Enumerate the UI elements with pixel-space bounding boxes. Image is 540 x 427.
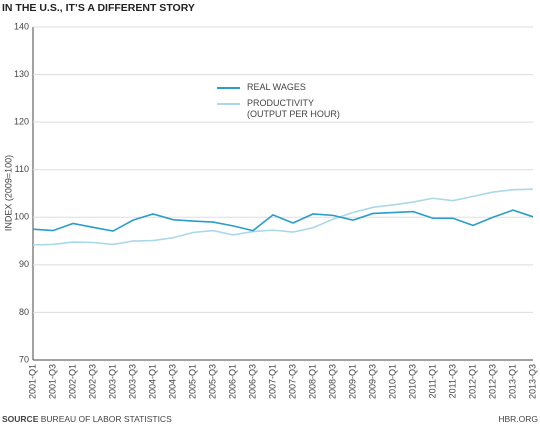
source-text: BUREAU OF LABOR STATISTICS	[40, 414, 172, 424]
x-tick-label: 2001-Q3	[47, 364, 57, 399]
x-tick-label: 2011-Q3	[447, 364, 457, 398]
x-tick-label: 2008-Q3	[327, 364, 337, 399]
credit: HBR.ORG	[498, 414, 538, 424]
y-tick-label: 110	[15, 164, 29, 174]
x-tick-label: 2009-Q1	[347, 364, 357, 399]
y-tick-label: 80	[19, 307, 29, 317]
x-tick-label: 2001-Q1	[27, 364, 37, 399]
x-tick-label: 2013-Q3	[527, 364, 537, 399]
x-tick-label: 2005-Q1	[187, 364, 197, 399]
series-line	[32, 188, 534, 246]
x-tick-label: 2010-Q3	[407, 364, 417, 399]
x-tick-label: 2006-Q3	[247, 364, 257, 399]
y-tick-label: 130	[14, 69, 29, 79]
y-tick-label: 90	[19, 259, 29, 269]
source-label: SOURCE	[2, 414, 39, 424]
y-tick-label: 100	[14, 212, 29, 222]
x-tick-label: 2004-Q1	[147, 364, 157, 399]
legend-label: PRODUCTIVITY (OUTPUT PER HOUR)	[247, 98, 340, 119]
x-tick-label: 2013-Q1	[507, 364, 517, 399]
y-tick-label: 140	[14, 21, 29, 31]
y-axis-title: INDEX (2009=100)	[3, 155, 13, 231]
source: SOURCE BUREAU OF LABOR STATISTICS	[2, 414, 172, 424]
series-line	[32, 209, 534, 232]
x-tick-label: 2012-Q1	[467, 364, 477, 399]
chart-title: IN THE U.S., IT’S A DIFFERENT STORY	[2, 2, 195, 14]
x-tick-label: 2009-Q3	[367, 364, 377, 399]
x-tick-label: 2010-Q1	[387, 364, 397, 399]
y-tick-label: 70	[19, 354, 29, 364]
legend-label: REAL WAGES	[247, 82, 306, 92]
x-tick-label: 2007-Q1	[267, 364, 277, 399]
x-tick-label: 2011-Q1	[427, 364, 437, 398]
x-tick-label: 2005-Q3	[207, 364, 217, 399]
x-tick-label: 2006-Q1	[227, 364, 237, 399]
y-tick-label: 120	[14, 117, 29, 127]
x-tick-label: 2004-Q3	[167, 364, 177, 399]
x-tick-label: 2003-Q3	[127, 364, 137, 399]
x-tick-label: 2007-Q3	[287, 364, 297, 399]
x-tick-label: 2012-Q3	[487, 364, 497, 399]
x-tick-label: 2003-Q1	[107, 364, 117, 399]
x-tick-label: 2008-Q1	[307, 364, 317, 399]
x-tick-label: 2002-Q1	[67, 364, 77, 399]
x-tick-label: 2002-Q3	[87, 364, 97, 399]
